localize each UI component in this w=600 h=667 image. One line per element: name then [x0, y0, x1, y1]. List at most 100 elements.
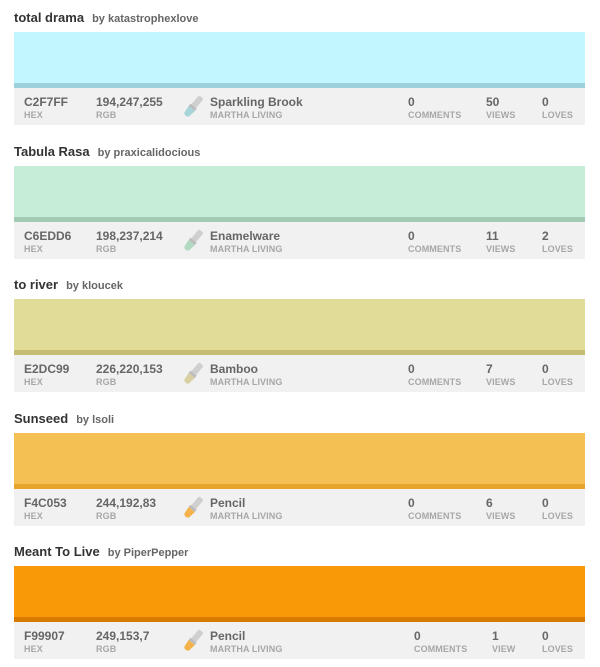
paint-match[interactable]: Sparkling Brook MARTHA LIVING	[210, 95, 303, 121]
color-info-bar: E2DC99 HEX 226,220,153 RGB Bamboo MARTH	[14, 355, 585, 392]
views-label: VIEWS	[486, 377, 516, 387]
views-count: 1	[492, 629, 499, 643]
paint-name[interactable]: Enamelware	[210, 229, 281, 243]
paint-match[interactable]: Enamelware MARTHA LIVING	[210, 229, 282, 255]
color-swatch[interactable]	[14, 299, 585, 350]
author-name[interactable]: lsoli	[92, 414, 115, 426]
rgb-cell: 198,237,214 RGB	[96, 229, 163, 255]
loves-stat[interactable]: 0 LOVES	[542, 95, 573, 121]
swatch-shadow	[14, 617, 585, 622]
color-title[interactable]: Meant To Live	[14, 544, 100, 559]
color-swatch[interactable]	[14, 32, 585, 83]
hex-value: C6EDD6	[24, 229, 72, 243]
swatch-shadow	[14, 350, 585, 355]
by-label: by	[76, 414, 90, 426]
hex-value: F99907	[24, 629, 65, 643]
hex-cell: F99907 HEX	[24, 629, 65, 655]
loves-label: LOVES	[542, 244, 574, 254]
author-name[interactable]: praxicalidocious	[113, 147, 201, 159]
comments-count: 0	[414, 629, 421, 643]
loves-label: LOVES	[542, 511, 574, 521]
by-label: by	[92, 13, 105, 25]
comments-stat[interactable]: 0 COMMENTS	[408, 362, 461, 388]
author-byline: by lsoli	[76, 414, 114, 426]
loves-label: LOVES	[542, 110, 574, 120]
color-info-bar: C6EDD6 HEX 198,237,214 RGB Enamelware M	[14, 222, 585, 259]
author-name[interactable]: kloucek	[81, 280, 123, 292]
hex-label: HEX	[24, 644, 43, 654]
comments-count: 0	[408, 95, 415, 109]
paint-name[interactable]: Sparkling Brook	[210, 95, 303, 109]
paint-name[interactable]: Bamboo	[210, 362, 258, 376]
views-stat: 11 VIEWS	[486, 229, 516, 255]
hex-label: HEX	[24, 244, 43, 254]
color-title[interactable]: Sunseed	[14, 411, 69, 426]
paint-match[interactable]: Bamboo MARTHA LIVING	[210, 362, 282, 388]
comments-label: COMMENTS	[408, 244, 462, 254]
loves-stat[interactable]: 0 LOVES	[542, 362, 573, 388]
rgb-label: RGB	[96, 644, 117, 654]
views-stat: 6 VIEWS	[486, 496, 516, 522]
color-swatch[interactable]	[14, 566, 585, 617]
color-info-bar: F4C053 HEX 244,192,83 RGB Pencil MARTHA	[14, 489, 585, 526]
comments-label: COMMENTS	[408, 377, 462, 387]
paint-brand: MARTHA LIVING	[210, 511, 283, 521]
views-count: 11	[486, 229, 499, 243]
paint-match[interactable]: Pencil MARTHA LIVING	[210, 496, 282, 522]
rgb-value: 249,153,7	[96, 629, 150, 643]
comments-stat[interactable]: 0 COMMENTS	[408, 95, 461, 121]
views-count: 50	[486, 95, 500, 109]
color-swatch[interactable]	[14, 166, 585, 217]
author-name[interactable]: PiperPepper	[123, 547, 189, 559]
paint-brand: MARTHA LIVING	[210, 377, 283, 387]
by-label: by	[107, 547, 121, 559]
paint-name[interactable]: Pencil	[210, 629, 246, 643]
hex-value: C2F7FF	[24, 95, 69, 109]
color-title[interactable]: total drama	[14, 10, 85, 25]
loves-count: 0	[542, 496, 549, 510]
loves-label: LOVES	[542, 377, 574, 387]
rgb-label: RGB	[96, 511, 117, 521]
comments-count: 0	[408, 362, 415, 376]
views-stat: 7 VIEWS	[486, 362, 516, 388]
paint-name[interactable]: Pencil	[210, 496, 246, 510]
rgb-value: 226,220,153	[96, 362, 163, 376]
hex-value: E2DC99	[24, 362, 70, 376]
views-count: 6	[486, 496, 493, 510]
author-name[interactable]: katastrophexlove	[107, 13, 199, 25]
comments-count: 0	[408, 229, 415, 243]
paint-brand: MARTHA LIVING	[210, 110, 283, 120]
views-label: VIEWS	[486, 511, 516, 521]
rgb-cell: 244,192,83 RGB	[96, 496, 156, 522]
comments-stat[interactable]: 0 COMMENTS	[408, 229, 461, 255]
comments-stat[interactable]: 0 COMMENTS	[408, 496, 461, 522]
loves-stat[interactable]: 0 LOVES	[542, 629, 573, 655]
rgb-value: 194,247,255	[96, 95, 163, 109]
hex-value: F4C053	[24, 496, 67, 510]
card-header: total drama by katastrophexlove	[14, 10, 585, 32]
rgb-value: 244,192,83	[96, 496, 157, 510]
loves-stat[interactable]: 0 LOVES	[542, 496, 573, 522]
loves-count: 0	[542, 362, 549, 376]
paint-brand: MARTHA LIVING	[210, 244, 283, 254]
hex-label: HEX	[24, 377, 43, 387]
loves-stat[interactable]: 2 LOVES	[542, 229, 573, 255]
hex-label: HEX	[24, 110, 43, 120]
rgb-label: RGB	[96, 244, 117, 254]
color-swatch[interactable]	[14, 433, 585, 484]
color-card: to river by kloucek E2DC99 HEX 226,220,1…	[14, 277, 585, 392]
card-header: to river by kloucek	[14, 277, 585, 299]
author-byline: by katastrophexlove	[92, 13, 198, 25]
comments-label: COMMENTS	[408, 110, 462, 120]
color-title[interactable]: to river	[14, 277, 59, 292]
hex-cell: C6EDD6 HEX	[24, 229, 71, 255]
views-stat: 50 VIEWS	[486, 95, 516, 121]
paint-match[interactable]: Pencil MARTHA LIVING	[210, 629, 282, 655]
paintbrush-icon	[180, 494, 206, 522]
comments-count: 0	[408, 496, 415, 510]
views-label: VIEWS	[486, 110, 516, 120]
color-title[interactable]: Tabula Rasa	[14, 144, 90, 159]
color-card: Tabula Rasa by praxicalidocious C6EDD6 H…	[14, 144, 585, 259]
comments-stat[interactable]: 0 COMMENTS	[414, 629, 467, 655]
card-header: Meant To Live by PiperPepper	[14, 544, 585, 566]
